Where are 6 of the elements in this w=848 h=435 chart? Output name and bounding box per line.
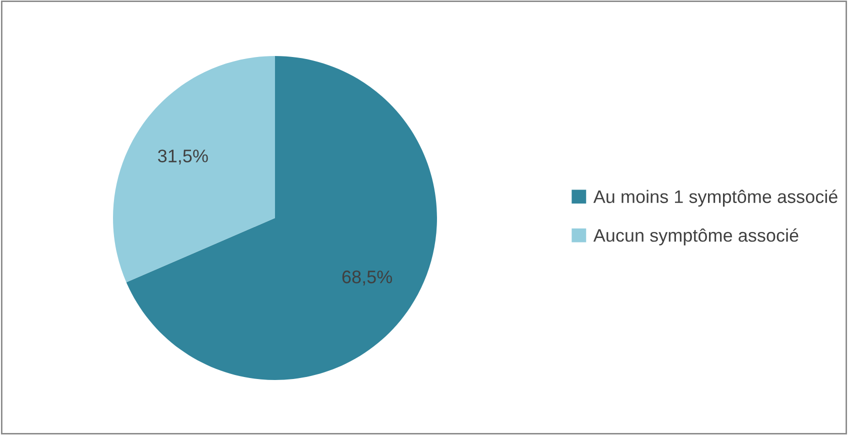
- data-label: 31,5%: [158, 150, 208, 164]
- pie-slice: [126, 56, 437, 380]
- data-label: 68,5%: [342, 270, 392, 286]
- legend-label: Aucun symptôme associé: [593, 228, 798, 246]
- legend-label: Au moins 1 symptôme associé: [593, 190, 838, 207]
- pie-slice: [113, 56, 275, 282]
